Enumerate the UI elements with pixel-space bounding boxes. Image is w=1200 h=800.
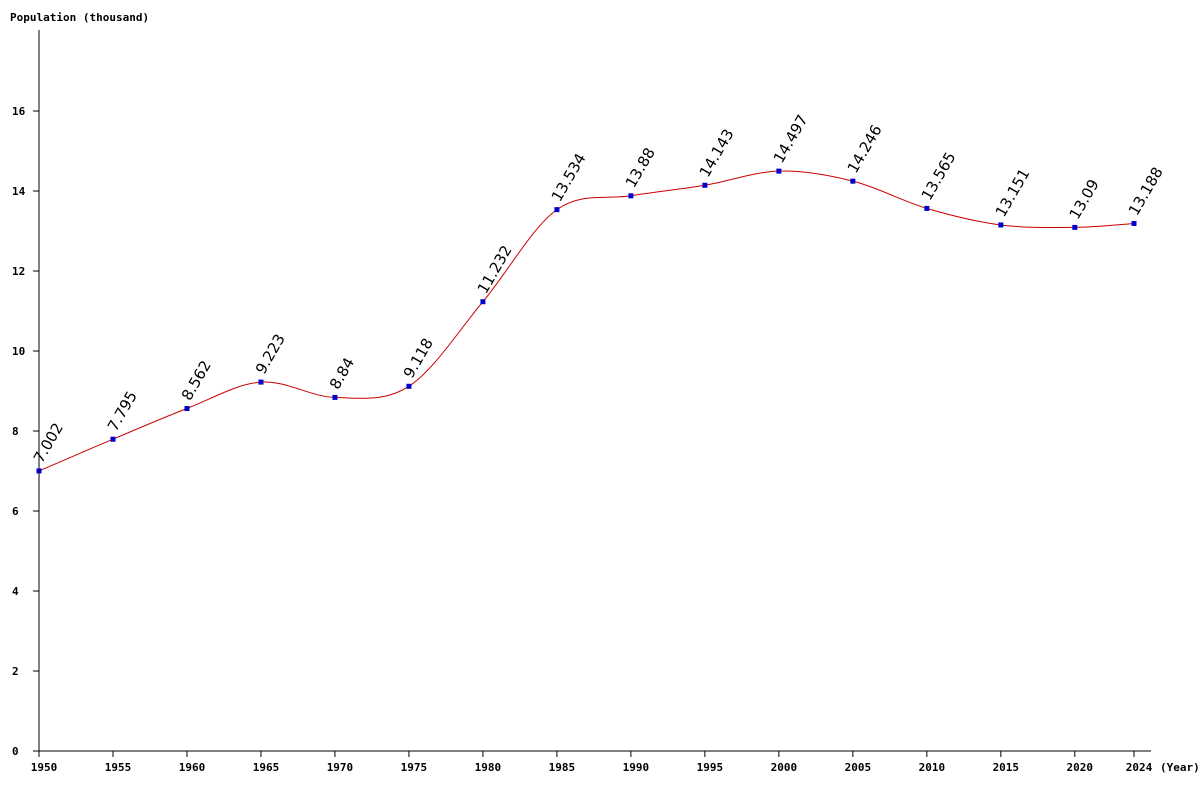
y-tick-label: 12: [12, 265, 25, 278]
x-tick-label: 1995: [697, 761, 724, 774]
data-point: [1072, 224, 1078, 230]
x-tick-label: 2010: [919, 761, 946, 774]
data-label: 11.232: [474, 242, 516, 296]
data-label: 8.84: [326, 354, 358, 392]
data-label: 13.88: [622, 145, 659, 191]
x-tick-label: 2020: [1067, 761, 1094, 774]
x-tick-label: 1965: [253, 761, 280, 774]
data-point: [702, 182, 708, 188]
data-label: 8.562: [178, 357, 215, 403]
x-axis-title: (Year): [1160, 761, 1200, 774]
data-point: [480, 299, 486, 305]
data-label: 9.223: [252, 331, 289, 377]
y-tick-label: 6: [12, 505, 19, 518]
x-axis-ticks: 1950 1955 1960 1965 1970 1975 1980 1985 1990 1995…: [31, 751, 1153, 774]
data-point: [924, 205, 930, 211]
data-label: 14.497: [770, 112, 812, 166]
x-tick-label: 2000: [771, 761, 798, 774]
x-tick-label: 1950: [31, 761, 58, 774]
y-axis-ticks: 0 2 4 6 8 10 12 14 16: [12, 105, 39, 758]
x-tick-label: 1975: [401, 761, 428, 774]
data-point: [258, 379, 264, 385]
data-label: 14.143: [696, 126, 738, 180]
x-tick-label: 2015: [993, 761, 1020, 774]
y-tick-label: 16: [12, 105, 26, 118]
y-tick-label: 14: [12, 185, 26, 198]
x-tick-label: 1980: [475, 761, 502, 774]
data-point: [406, 383, 412, 389]
data-label: 13.151: [992, 165, 1034, 219]
data-label: 14.246: [844, 122, 886, 176]
x-tick-label: 1990: [623, 761, 650, 774]
y-tick-label: 0: [12, 745, 19, 758]
y-tick-label: 4: [12, 585, 19, 598]
data-label: 13.09: [1066, 176, 1103, 222]
data-point: [554, 207, 560, 213]
data-point: [850, 178, 856, 184]
y-tick-label: 8: [12, 425, 19, 438]
y-axis-title: Population (thousand): [10, 11, 149, 24]
x-tick-label: 2005: [845, 761, 872, 774]
data-point: [998, 222, 1004, 228]
x-tick-label: 1960: [179, 761, 206, 774]
data-point: [776, 168, 782, 174]
data-label: 13.565: [918, 149, 960, 203]
data-point: [184, 406, 190, 412]
x-tick-label: 1985: [549, 761, 576, 774]
data-label: 13.188: [1125, 164, 1167, 218]
data-labels: 7.002 7.795 8.562 9.223 8.84 9.118 11.232 13.53…: [30, 112, 1167, 466]
data-point: [628, 193, 634, 199]
x-tick-label: 1955: [105, 761, 132, 774]
data-label: 7.795: [104, 388, 141, 434]
data-point: [110, 436, 116, 442]
x-tick-label: 2024: [1126, 761, 1153, 774]
data-markers: [36, 168, 1137, 474]
data-point: [332, 394, 338, 400]
data-label: 7.002: [30, 420, 67, 466]
data-label: 13.534: [548, 150, 590, 204]
data-point: [36, 468, 42, 474]
x-tick-label: 1970: [327, 761, 354, 774]
data-point: [1131, 220, 1137, 226]
y-tick-label: 10: [12, 345, 25, 358]
population-line: [38, 170, 1135, 472]
y-tick-label: 2: [12, 665, 19, 678]
data-label: 9.118: [400, 335, 437, 381]
